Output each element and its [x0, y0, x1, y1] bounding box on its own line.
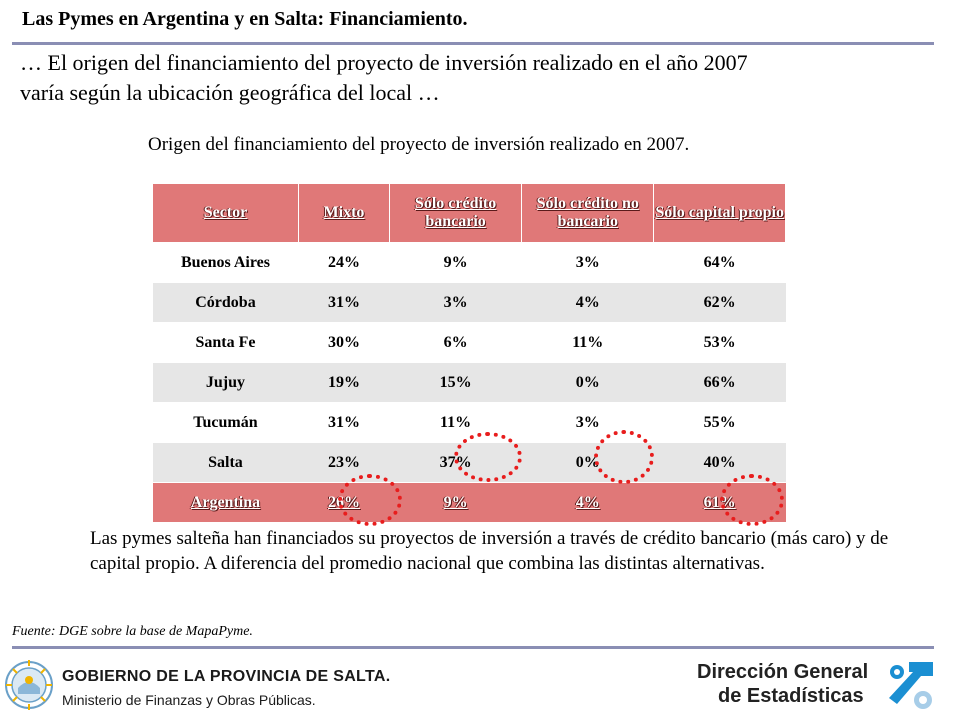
highlight-circle-salta-credito-no-bancario [594, 430, 654, 484]
dge-logo-icon [889, 662, 933, 709]
table-caption: Origen del financiamiento del proyecto d… [148, 134, 690, 155]
cell-credito-bancario: 3% [389, 282, 522, 323]
intro-line-2: varía según la ubicación geográfica del … [20, 80, 440, 105]
header-credito-bancario: Sólo crédito bancario [388, 183, 523, 243]
cell-capital-propio: 62% [653, 282, 786, 323]
salta-seal-icon [5, 660, 53, 710]
dge-title-line2: de Estadísticas [718, 685, 864, 707]
bottom-divider [12, 646, 934, 649]
cell-mixto: 24% [298, 242, 390, 283]
table-row: Córdoba 31% 3% 4% 62% [152, 282, 786, 323]
table-row: Buenos Aires 24% 9% 3% 64% [152, 242, 786, 283]
government-name: GOBIERNO DE LA PROVINCIA DE SALTA. [62, 668, 391, 685]
cell-mixto: 19% [298, 362, 390, 403]
cell-mixto: 31% [298, 282, 390, 323]
header-capital-propio: Sólo capital propio [653, 183, 786, 243]
cell-credito-bancario: 9% [389, 482, 522, 523]
cell-capital-propio: 55% [653, 402, 786, 443]
cell-credito-bancario: 15% [389, 362, 522, 403]
row-label: Santa Fe [152, 322, 299, 363]
conclusion-text: Las pymes salteña han financiados su pro… [90, 528, 889, 574]
header-sector: Sector [152, 183, 299, 243]
cell-mixto: 31% [298, 402, 390, 443]
cell-capital-propio: 64% [653, 242, 786, 283]
table-row: Santa Fe 30% 6% 11% 53% [152, 322, 786, 363]
page-title: Las Pymes en Argentina y en Salta: Finan… [22, 8, 468, 30]
table-row: Jujuy 19% 15% 0% 66% [152, 362, 786, 403]
header-mixto: Mixto [297, 183, 391, 243]
table-row-total: Argentina 26% 9% 4% 61% [152, 482, 786, 523]
row-label: Salta [152, 442, 299, 483]
cell-credito-no-bancario: 3% [521, 242, 654, 283]
row-label: Córdoba [152, 282, 299, 323]
header-credito-no-bancario: Sólo crédito no bancario [521, 183, 655, 243]
highlight-circle-argentina-mixto [338, 474, 402, 526]
top-divider [12, 42, 934, 45]
table-row: Tucumán 31% 11% 3% 55% [152, 402, 786, 443]
intro-line-1: … El origen del financiamiento del proye… [20, 50, 748, 75]
cell-credito-no-bancario: 0% [521, 362, 654, 403]
table-header-row: Sector Mixto Sólo crédito bancario Sólo … [152, 183, 786, 243]
cell-credito-bancario: 9% [389, 242, 522, 283]
source-note: Fuente: DGE sobre la base de MapaPyme. [12, 624, 253, 639]
cell-credito-bancario: 6% [389, 322, 522, 363]
row-label: Tucumán [152, 402, 299, 443]
ministry-name: Ministerio de Finanzas y Obras Públicas. [62, 692, 316, 708]
row-label: Buenos Aires [152, 242, 299, 283]
row-label: Argentina [152, 482, 299, 523]
cell-capital-propio: 66% [653, 362, 786, 403]
cell-credito-no-bancario: 4% [521, 282, 654, 323]
cell-mixto: 23% [298, 442, 390, 483]
highlight-circle-argentina-capital-propio [720, 474, 784, 526]
intro-text: … El origen del financiamiento del proye… [20, 48, 920, 108]
cell-credito-no-bancario: 4% [521, 482, 654, 523]
cell-mixto: 30% [298, 322, 390, 363]
row-label: Jujuy [152, 362, 299, 403]
highlight-circle-salta-credito-bancario [454, 432, 522, 482]
dge-title-line1: Dirección General [697, 661, 869, 683]
government-logo-block: GOBIERNO DE LA PROVINCIA DE SALTA. Minis… [0, 650, 420, 720]
cell-capital-propio: 53% [653, 322, 786, 363]
cell-credito-no-bancario: 11% [521, 322, 654, 363]
financing-table: Sector Mixto Sólo crédito bancario Sólo … [152, 183, 786, 523]
